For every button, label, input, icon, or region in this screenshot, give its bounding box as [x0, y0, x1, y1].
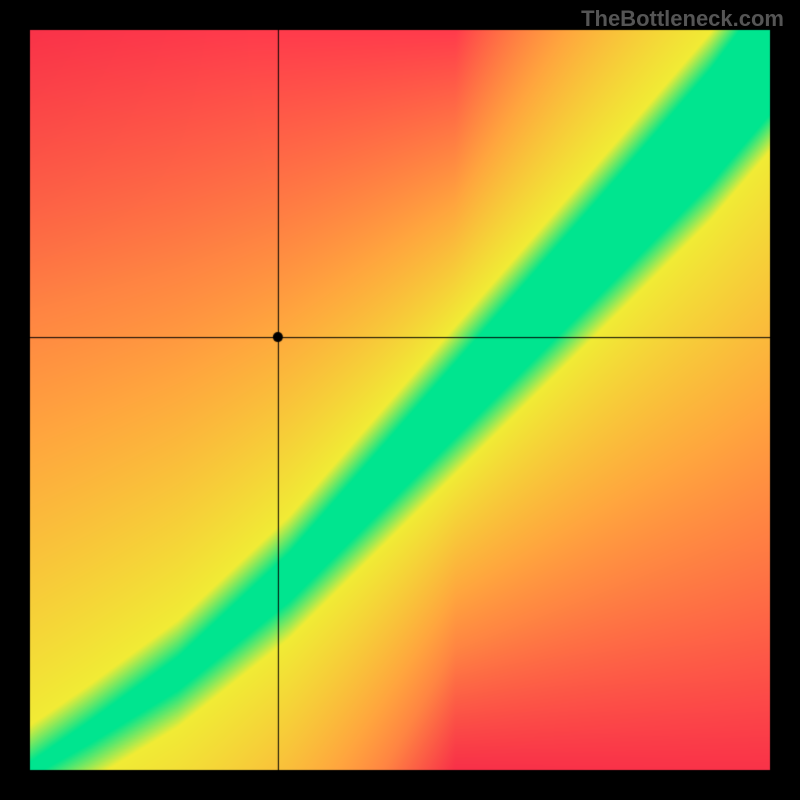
bottleneck-heatmap-canvas [0, 0, 800, 800]
chart-container: TheBottleneck.com [0, 0, 800, 800]
watermark-text: TheBottleneck.com [581, 6, 784, 32]
